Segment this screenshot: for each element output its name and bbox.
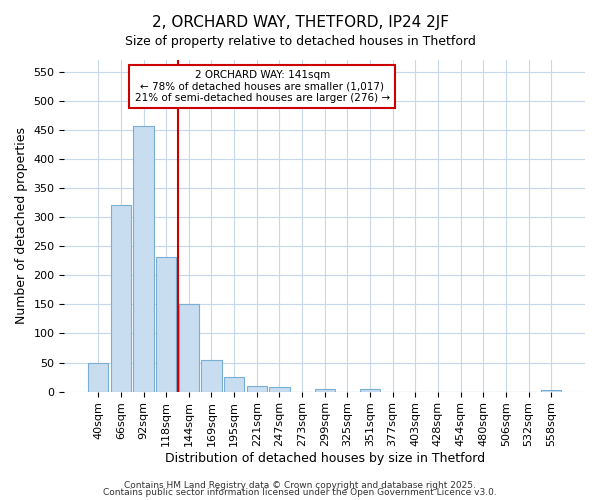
Bar — [269, 387, 290, 392]
Bar — [88, 362, 109, 392]
Text: 2 ORCHARD WAY: 141sqm
← 78% of detached houses are smaller (1,017)
21% of semi-d: 2 ORCHARD WAY: 141sqm ← 78% of detached … — [134, 70, 390, 103]
Text: Contains HM Land Registry data © Crown copyright and database right 2025.: Contains HM Land Registry data © Crown c… — [124, 480, 476, 490]
Bar — [247, 386, 267, 392]
Bar — [314, 388, 335, 392]
Bar — [224, 377, 244, 392]
Text: 2, ORCHARD WAY, THETFORD, IP24 2JF: 2, ORCHARD WAY, THETFORD, IP24 2JF — [151, 15, 449, 30]
Bar — [360, 388, 380, 392]
Text: Size of property relative to detached houses in Thetford: Size of property relative to detached ho… — [125, 35, 475, 48]
Y-axis label: Number of detached properties: Number of detached properties — [15, 128, 28, 324]
Bar — [541, 390, 562, 392]
Bar — [201, 360, 221, 392]
Text: Contains public sector information licensed under the Open Government Licence v3: Contains public sector information licen… — [103, 488, 497, 497]
X-axis label: Distribution of detached houses by size in Thetford: Distribution of detached houses by size … — [164, 452, 485, 465]
Bar — [133, 126, 154, 392]
Bar — [111, 206, 131, 392]
Bar — [156, 256, 176, 392]
Bar — [179, 304, 199, 392]
